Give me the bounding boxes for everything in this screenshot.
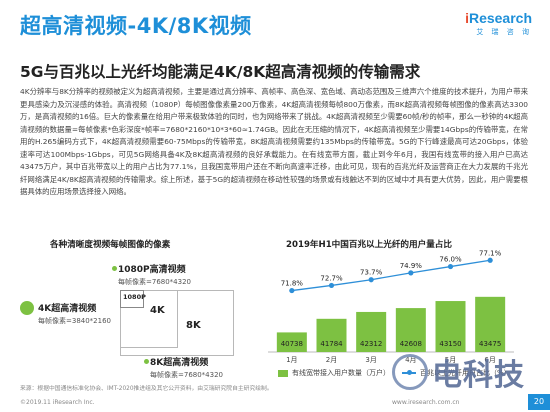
legend-bar-label: 有线宽带接入用户数量（万户） bbox=[292, 369, 390, 377]
tag-1080p-name: 1080P高清视频 bbox=[118, 265, 186, 275]
line-point bbox=[408, 270, 414, 276]
res-4k-label: 4K bbox=[150, 305, 165, 316]
bar-value-label: 43475 bbox=[479, 340, 501, 348]
bullet-dot-4k bbox=[20, 301, 34, 315]
logo-subtitle: 艾 瑞 咨 询 bbox=[476, 28, 532, 36]
line-point bbox=[328, 282, 335, 289]
bar bbox=[475, 296, 506, 352]
bullet-dot-1080 bbox=[112, 266, 117, 271]
footer-source: 来源：根据中国通信标准化协会、IMT-2020推进组及其它公开资料，由艾瑞研究院… bbox=[20, 386, 273, 392]
tag-8k: 8K超高清视频 每帧像素=7680*4320 bbox=[150, 355, 223, 380]
bullet-dot-8k bbox=[144, 359, 149, 364]
watermark-text: 电科技 bbox=[432, 358, 525, 393]
body-paragraph: 4K分辨率与8K分辨率的视频被定义为超高清视频，主要是通过高分辨率、高帧率、高色… bbox=[20, 87, 528, 197]
x-tick-label: 2月 bbox=[326, 356, 337, 364]
watermark: 电科技 bbox=[392, 350, 525, 394]
line-point bbox=[487, 257, 493, 263]
line-value-label: 73.7% bbox=[360, 269, 383, 277]
line-point bbox=[447, 263, 454, 270]
bar-value-label: 40738 bbox=[281, 340, 303, 348]
x-tick-label: 6月 bbox=[484, 356, 495, 364]
footer-url: www.iresearch.com.cn bbox=[392, 399, 460, 406]
bar bbox=[316, 318, 347, 352]
bar-value-label: 42608 bbox=[400, 340, 422, 348]
bar bbox=[435, 301, 466, 352]
bar-value-label: 43150 bbox=[439, 340, 461, 348]
line-value-label: 72.7% bbox=[320, 274, 343, 282]
footer-copyright: ©2019.11 iResearch Inc. bbox=[20, 399, 95, 406]
bar bbox=[395, 308, 426, 352]
iresearch-logo: iResearch 艾 瑞 咨 询 bbox=[465, 10, 532, 37]
res-1080-frame bbox=[120, 290, 144, 308]
bar-value-label: 42312 bbox=[360, 340, 382, 348]
x-tick-label: 1月 bbox=[286, 356, 297, 364]
line-point bbox=[368, 277, 374, 283]
page-number: 20 bbox=[528, 394, 550, 410]
res-8k-label: 8K bbox=[186, 320, 201, 331]
watermark-logo-icon bbox=[392, 354, 428, 390]
line-value-label: 74.9% bbox=[400, 262, 423, 270]
tag-1080p-pixels: 每帧像素=7680*4320 bbox=[118, 278, 191, 286]
x-tick-label: 5月 bbox=[445, 356, 456, 364]
section-heading: 5G与百兆以上光纤均能满足4K/8K超高清视频的传输需求 bbox=[20, 63, 421, 81]
chart-title: 2019年H1中国百兆以上光纤的用户量占比 bbox=[286, 240, 452, 250]
left-panel-title: 各种清晰度视频每帧图像的像素 bbox=[50, 240, 171, 250]
tag-1080p: 1080P高清视频 每帧像素=7680*4320 bbox=[118, 262, 191, 287]
x-tick-label: 3月 bbox=[365, 356, 376, 364]
bar bbox=[276, 332, 307, 352]
tag-4k: 4K超高清视频 每帧像素=3840*2160 bbox=[38, 301, 111, 326]
tag-8k-name: 8K超高清视频 bbox=[150, 358, 209, 368]
legend-line-label: 百兆以上光纤用户占比（%） bbox=[420, 369, 511, 377]
line-value-label: 71.8% bbox=[281, 280, 304, 288]
line-series bbox=[291, 259, 491, 292]
line-value-label: 77.1% bbox=[479, 250, 502, 257]
tag-4k-pixels: 每帧像素=3840*2160 bbox=[38, 317, 111, 325]
legend-bar-item: 有线宽带接入用户数量（万户） bbox=[278, 368, 390, 378]
bar bbox=[356, 311, 387, 352]
line-value-label: 76.0% bbox=[439, 256, 462, 264]
tag-8k-pixels: 每帧像素=7680*4320 bbox=[150, 371, 223, 379]
page-title: 超高清视频-4K/8K视频 bbox=[20, 14, 252, 38]
bar-value-label: 41784 bbox=[320, 340, 343, 348]
line-point bbox=[289, 287, 295, 294]
tag-4k-name: 4K超高清视频 bbox=[38, 304, 97, 314]
fiber-user-chart: 407381月417842月423123月426084月431505月43475… bbox=[268, 250, 514, 364]
res-1080-label: 1080P bbox=[123, 293, 146, 301]
logo-wordmark: iResearch bbox=[465, 10, 532, 26]
